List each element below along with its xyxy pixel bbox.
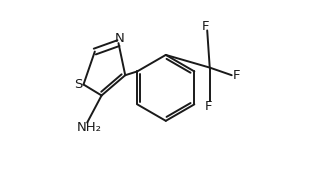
Text: F: F — [233, 69, 240, 82]
Text: F: F — [204, 100, 212, 113]
Text: N: N — [115, 32, 124, 44]
Text: NH₂: NH₂ — [77, 121, 102, 134]
Text: S: S — [74, 78, 83, 91]
Text: F: F — [202, 20, 209, 33]
